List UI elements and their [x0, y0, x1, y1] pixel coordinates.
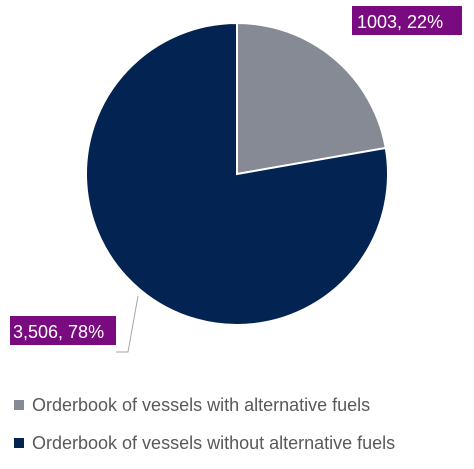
legend-item-without-alternative-fuels: Orderbook of vessels without alternative…: [14, 431, 395, 455]
legend-label: Orderbook of vessels with alternative fu…: [32, 394, 371, 415]
data-label-text: 3,506, 78%: [13, 322, 104, 342]
data-label-background: [352, 6, 462, 35]
data-label-slice-2: 3,506, 78%: [10, 316, 116, 345]
data-label-text: 1003, 22%: [357, 12, 443, 32]
pie-slice-1: [236, 21, 387, 176]
legend-swatch: [14, 438, 24, 448]
pie-slice-2: [85, 21, 389, 326]
pie-slices: [85, 21, 389, 326]
data-label-background: [10, 316, 116, 345]
chart-legend: Orderbook of vessels with alternative fu…: [14, 393, 395, 469]
legend-swatch: [14, 400, 24, 410]
pie-chart: 1003, 22% 3,506, 78%: [10, 6, 462, 353]
legend-item-with-alternative-fuels: Orderbook of vessels with alternative fu…: [14, 393, 395, 417]
data-label-slice-1: 1003, 22%: [352, 6, 462, 35]
legend-label: Orderbook of vessels without alternative…: [32, 432, 396, 453]
data-label-leader-line: [116, 295, 139, 353]
